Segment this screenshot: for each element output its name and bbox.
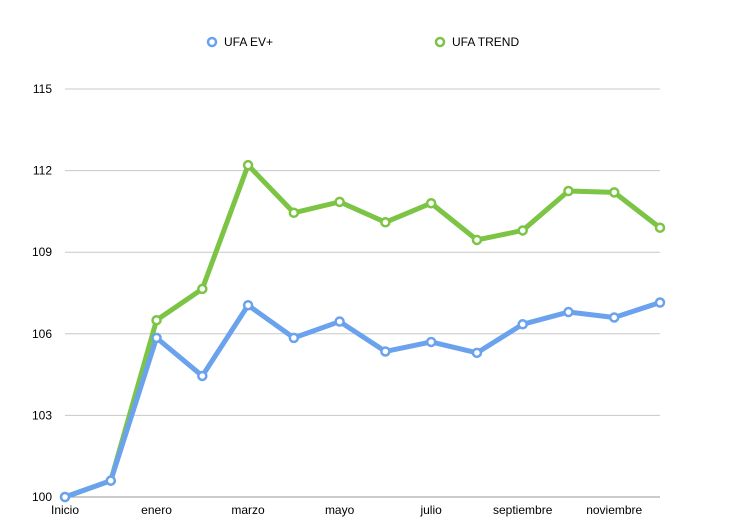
- data-point: [288, 207, 300, 219]
- x-tick-label: septiembre: [493, 503, 553, 517]
- x-tick-label: julio: [419, 503, 442, 517]
- data-point: [471, 347, 483, 359]
- data-point: [563, 306, 574, 318]
- x-tick-label: noviembre: [586, 503, 642, 517]
- data-point: [334, 316, 345, 327]
- data-point: [563, 185, 574, 197]
- data-point: [334, 196, 345, 208]
- data-point: [242, 159, 254, 171]
- legend-label: UFA EV+: [224, 35, 273, 49]
- legend-marker: [206, 36, 218, 48]
- legend: UFA EV+ UFA TREND: [206, 35, 519, 49]
- data-point: [242, 299, 254, 311]
- data-point: [517, 319, 528, 330]
- data-point: [59, 491, 71, 503]
- data-point: [517, 225, 528, 236]
- data-point: [380, 346, 391, 357]
- legend-entry: UFA TREND: [434, 35, 519, 49]
- data-point: [197, 283, 208, 295]
- y-tick-label: 112: [33, 164, 52, 178]
- y-tick-label: 103: [32, 408, 52, 422]
- y-tick-label: 106: [32, 327, 52, 341]
- data-point: [197, 370, 208, 382]
- data-point: [425, 197, 437, 209]
- legend-marker: [434, 36, 446, 48]
- series-1: [59, 297, 666, 503]
- data-point: [608, 187, 620, 198]
- data-point: [151, 314, 162, 326]
- data-point: [288, 332, 300, 344]
- x-tick-label: marzo: [231, 503, 265, 517]
- y-tick-label: 100: [32, 490, 52, 504]
- x-tick-label: enero: [141, 503, 172, 517]
- x-tick-label: mayo: [325, 503, 355, 517]
- data-point: [105, 475, 117, 486]
- y-tick-labels: 100 103 106 109 112 115: [32, 82, 52, 504]
- x-tick-labels: Inicio enero marzo mayo julio septiembre novie…: [51, 503, 643, 517]
- y-tick-label: 109: [32, 245, 52, 259]
- data-point: [151, 332, 162, 344]
- data-point: [425, 336, 437, 348]
- x-tick-label: Inicio: [51, 503, 79, 517]
- y-tick-label: 115: [33, 82, 52, 96]
- data-point: [380, 217, 391, 228]
- series-2: [59, 159, 666, 503]
- legend-label: UFA TREND: [452, 35, 519, 49]
- data-point: [654, 222, 666, 233]
- gridlines: [65, 88, 660, 416]
- legend-entry: UFA EV+: [206, 35, 273, 49]
- series-line: [62, 300, 663, 500]
- series-line: [62, 162, 663, 500]
- data-point: [608, 312, 620, 323]
- series-group: [59, 159, 666, 503]
- data-point: [471, 234, 483, 246]
- data-point: [654, 297, 666, 308]
